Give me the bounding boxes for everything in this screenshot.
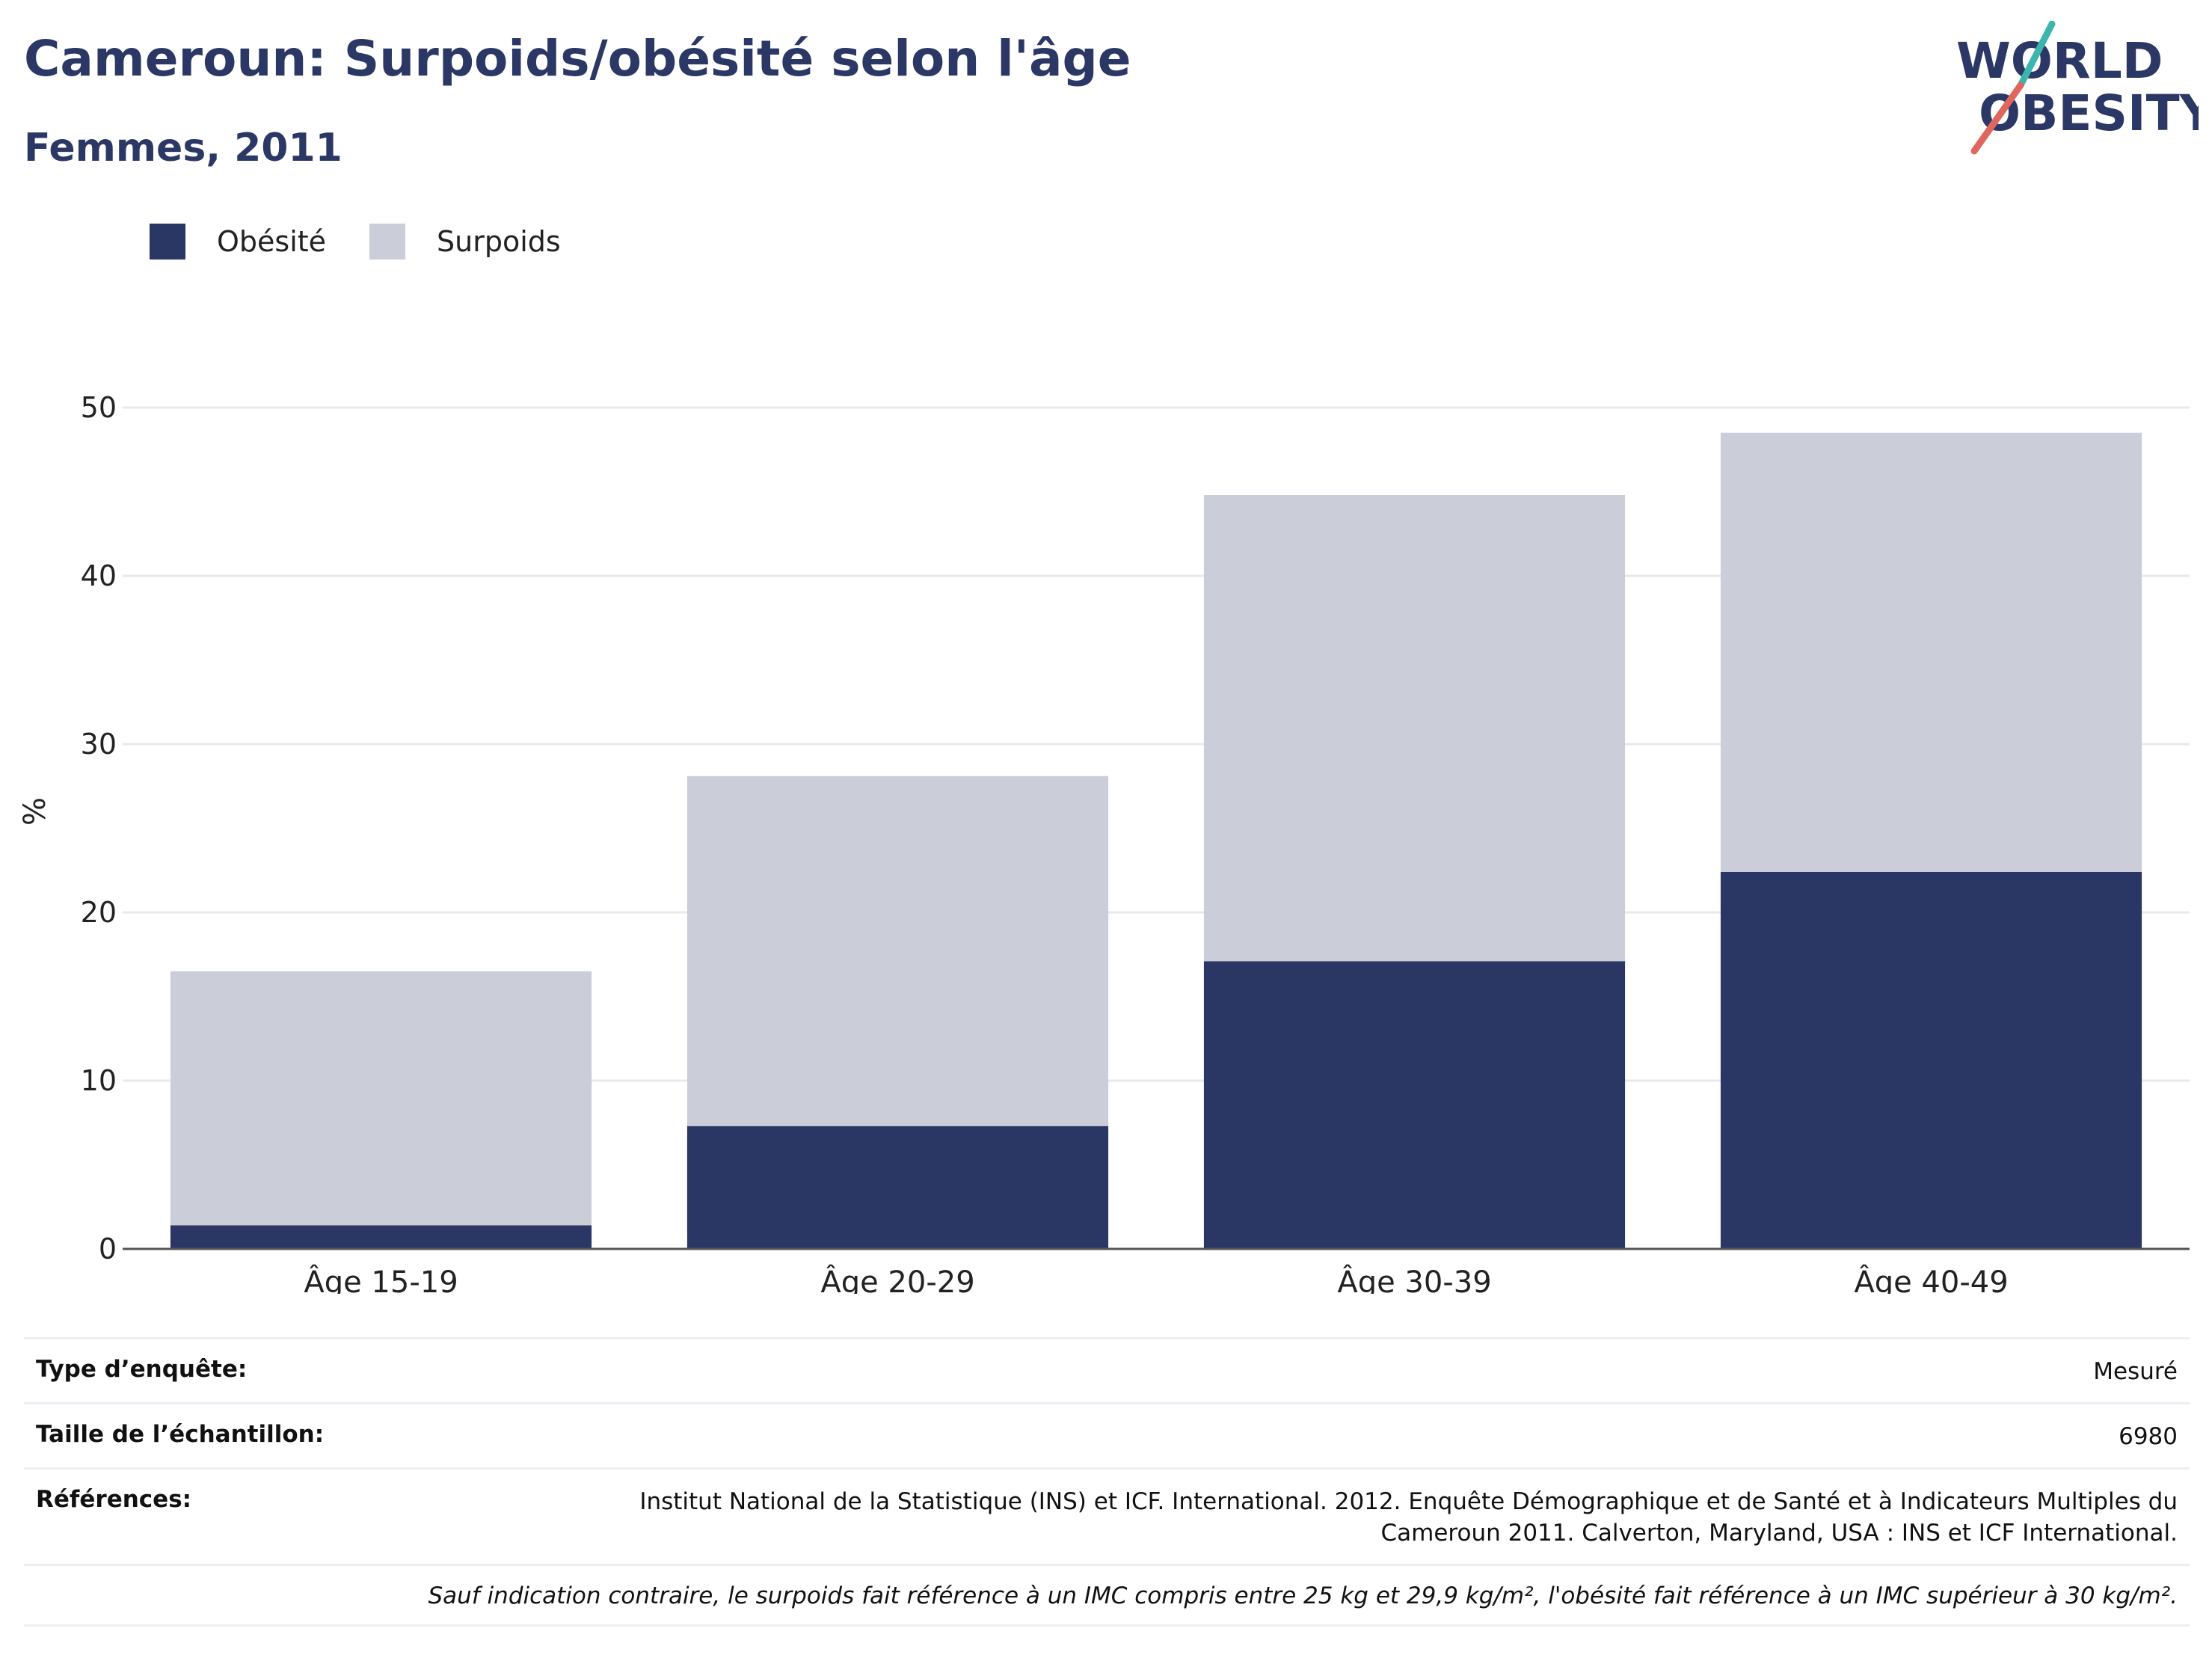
sample-size-value: 6980 [2119, 1423, 2178, 1450]
bar-obesity[interactable] [686, 1126, 1109, 1249]
sample-size-label: Taille de l’échantillon: [36, 1421, 325, 1448]
legend-swatch-obesity [150, 224, 185, 260]
legend-item-obesity[interactable]: Obésité [150, 224, 326, 260]
bars [170, 432, 2142, 1250]
survey-type-label: Type d’enquête: [36, 1356, 248, 1383]
info-row-references: Références: Institut National de la Stat… [24, 1467, 2190, 1564]
legend-label-overweight: Surpoids [437, 225, 561, 258]
y-tick-label: 40 [81, 559, 117, 592]
legend-item-overweight[interactable]: Surpoids [369, 224, 561, 260]
legend-swatch-overweight [369, 224, 406, 260]
x-tick-label: Âge 30-39 [1337, 1264, 1491, 1294]
survey-info-table: Type d’enquête: Mesuré Taille de l’échan… [24, 1337, 2190, 1627]
x-tick-label: Âge 20-29 [820, 1264, 974, 1294]
bar-overweight[interactable] [170, 971, 592, 1226]
y-tick-labels: 0 10 20 30 40 50 [81, 391, 117, 1265]
info-row-survey-type: Type d’enquête: Mesuré [24, 1337, 2190, 1402]
chart-legend: Obésité Surpoids [150, 221, 604, 262]
bar-obesity[interactable] [1720, 872, 2142, 1249]
bar-obesity[interactable] [170, 1225, 592, 1250]
x-tick-label: Âge 40-49 [1854, 1264, 2008, 1294]
x-tick-label: Âge 15-19 [304, 1264, 458, 1294]
survey-type-value: Mesuré [2093, 1358, 2178, 1385]
y-tick-label: 50 [81, 391, 117, 424]
y-axis-label: % [18, 797, 52, 826]
bar-overweight[interactable] [686, 776, 1109, 1126]
bar-overweight[interactable] [1720, 432, 2142, 872]
bar-overweight[interactable] [1203, 495, 1626, 962]
logo-line1: WORLD [1956, 32, 2163, 90]
references-value: Institut National de la Statistique (INS… [639, 1488, 2178, 1547]
bar-obesity[interactable] [1203, 961, 1626, 1249]
logo-teal-stroke [2017, 21, 2056, 89]
references-label: Références: [36, 1486, 192, 1513]
y-tick-label: 30 [81, 728, 117, 761]
logo-coral-stroke [1970, 82, 2024, 155]
chart-title: Cameroun: Surpoids/obésité selon l'âge [24, 30, 1131, 87]
y-tick-label: 10 [81, 1064, 117, 1097]
x-tick-labels: Âge 15-19 Âge 20-29 Âge 30-39 Âge 40-49 [304, 1264, 2008, 1294]
info-row-note: Sauf indication contraire, le surpoids f… [24, 1564, 2190, 1627]
definition-note: Sauf indication contraire, le surpoids f… [428, 1582, 2178, 1609]
chart-subtitle: Femmes, 2011 [24, 126, 342, 171]
y-tick-label: 0 [99, 1232, 117, 1265]
y-tick-label: 20 [81, 896, 117, 929]
world-obesity-logo: WORLD OBESITY [1956, 21, 2199, 155]
info-row-sample-size: Taille de l’échantillon: 6980 [24, 1402, 2190, 1467]
legend-label-obesity: Obésité [217, 225, 327, 258]
